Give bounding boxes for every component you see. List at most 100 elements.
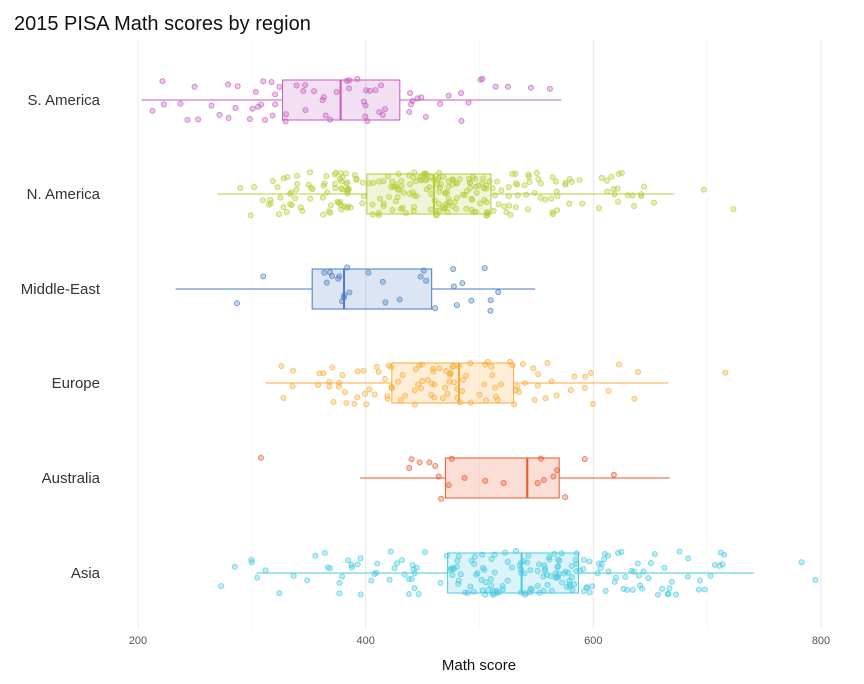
data-point	[442, 368, 449, 375]
data-point	[568, 563, 575, 570]
data-point	[381, 376, 388, 383]
data-point	[562, 179, 569, 186]
data-point	[525, 173, 532, 180]
data-point	[466, 179, 473, 186]
data-point	[159, 78, 166, 85]
data-point	[338, 185, 345, 192]
data-point	[581, 384, 588, 391]
data-point	[534, 382, 541, 389]
data-point	[426, 459, 433, 466]
data-point	[447, 567, 454, 574]
data-point	[341, 291, 348, 298]
data-point	[456, 399, 463, 406]
data-point	[654, 591, 661, 598]
data-point	[307, 195, 314, 202]
chart-title: 2015 PISA Math scores by region	[14, 13, 311, 35]
data-point	[458, 90, 465, 97]
data-point	[402, 209, 409, 216]
data-point	[684, 573, 691, 580]
data-point	[380, 200, 387, 207]
data-point	[225, 81, 232, 88]
data-point	[323, 173, 330, 180]
box	[311, 268, 433, 310]
data-point	[580, 565, 587, 572]
data-point	[483, 397, 490, 404]
data-point	[322, 112, 329, 119]
data-point	[465, 99, 472, 106]
series-groups	[141, 75, 819, 598]
data-point	[343, 77, 350, 84]
data-point	[431, 197, 438, 204]
data-point	[673, 591, 680, 598]
data-point	[554, 564, 561, 571]
data-point	[549, 174, 556, 181]
data-point	[388, 184, 395, 191]
x-tick-labels: 200 400 600 800	[129, 635, 830, 647]
data-point	[576, 177, 583, 184]
data-point	[450, 283, 457, 290]
data-point	[321, 180, 328, 187]
data-point	[336, 580, 343, 587]
data-point	[388, 385, 395, 392]
data-point	[290, 572, 297, 579]
data-point	[216, 111, 223, 118]
data-point	[645, 575, 652, 582]
data-point	[640, 568, 647, 575]
data-point	[254, 574, 261, 581]
data-point	[428, 380, 435, 387]
data-point	[517, 559, 524, 566]
data-point	[486, 178, 493, 185]
data-point	[366, 87, 373, 94]
data-point	[501, 203, 508, 210]
data-point	[455, 581, 462, 588]
data-point	[472, 183, 479, 190]
data-point	[463, 372, 470, 379]
data-point	[460, 376, 467, 383]
data-point	[411, 192, 418, 199]
data-point	[351, 172, 358, 179]
data-point	[294, 172, 301, 179]
data-point	[481, 265, 488, 272]
y-tick-label: Europe	[52, 375, 100, 392]
data-point	[534, 583, 541, 590]
data-point	[470, 588, 477, 595]
data-point	[531, 189, 538, 196]
data-point	[417, 174, 424, 181]
data-point	[397, 396, 404, 403]
data-point	[546, 556, 553, 563]
data-point	[468, 297, 475, 304]
data-point	[441, 204, 448, 211]
data-point	[336, 379, 343, 386]
data-point	[397, 205, 404, 212]
data-point	[278, 362, 285, 369]
data-point	[618, 548, 625, 555]
data-point	[289, 367, 296, 374]
data-point	[634, 560, 641, 567]
data-point	[399, 371, 406, 378]
data-point	[369, 201, 376, 208]
data-point	[283, 209, 290, 216]
data-point	[327, 116, 334, 123]
data-point	[453, 563, 460, 570]
data-point	[435, 200, 442, 207]
data-point	[418, 361, 425, 368]
data-point	[280, 394, 287, 401]
data-point	[282, 118, 289, 125]
data-point	[323, 279, 330, 286]
data-point	[568, 179, 575, 186]
data-point	[431, 394, 438, 401]
data-point	[312, 552, 319, 559]
data-point	[327, 565, 334, 572]
data-point	[442, 189, 449, 196]
data-point	[274, 184, 281, 191]
data-point	[320, 94, 327, 101]
data-point	[491, 569, 498, 576]
data-point	[511, 401, 518, 408]
data-point	[611, 191, 618, 198]
data-point	[584, 584, 591, 591]
data-point	[260, 273, 267, 280]
data-point	[423, 277, 430, 284]
data-point	[406, 190, 413, 197]
y-tick-label: Middle-East	[21, 281, 101, 298]
data-point	[498, 187, 505, 194]
